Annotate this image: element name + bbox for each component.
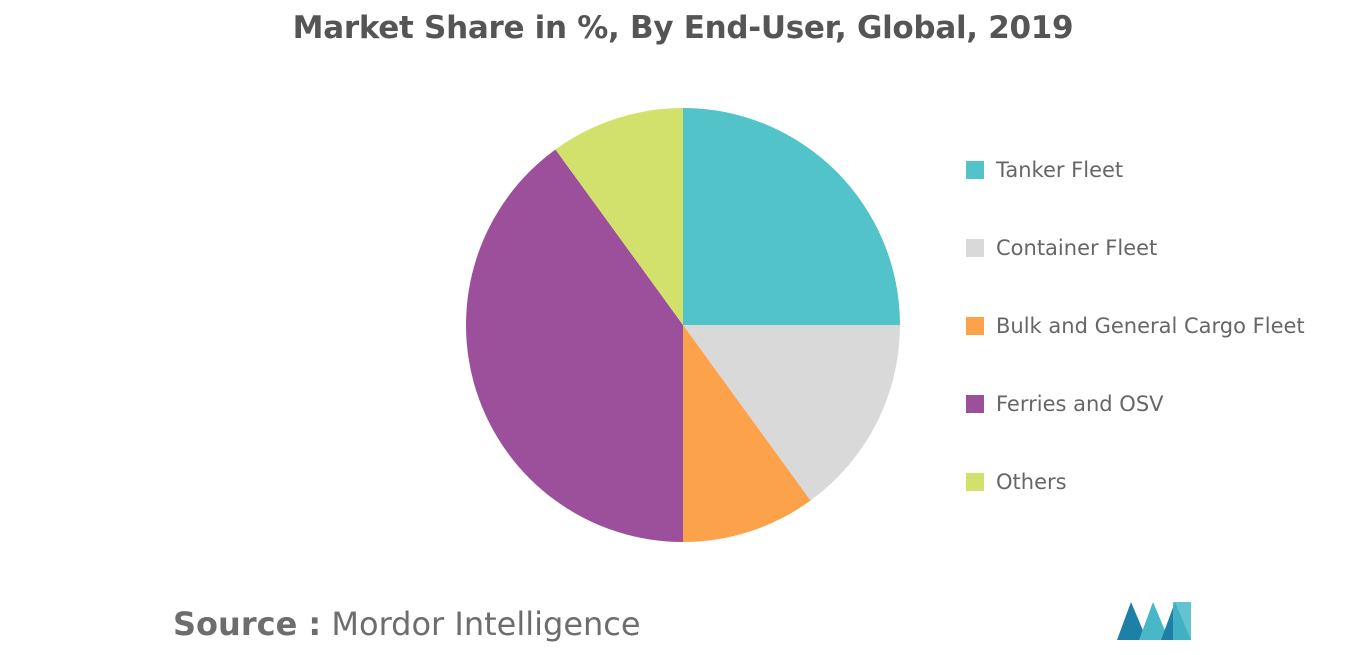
legend-swatch xyxy=(966,395,984,413)
legend-label: Bulk and General Cargo Fleet xyxy=(996,314,1305,338)
logo-shape-mid xyxy=(1139,602,1169,640)
legend-item: Bulk and General Cargo Fleet xyxy=(966,306,1305,346)
legend-label: Ferries and OSV xyxy=(996,392,1164,416)
legend-item: Ferries and OSV xyxy=(966,384,1164,424)
legend-item: Tanker Fleet xyxy=(966,150,1123,190)
pie-slice-container-fleet xyxy=(683,325,900,501)
source-prefix: Source : xyxy=(173,605,322,643)
logo-bar xyxy=(1173,602,1191,640)
legend-swatch xyxy=(966,239,984,257)
pie-slice-tanker-fleet xyxy=(683,108,900,325)
source-text: Mordor Intelligence xyxy=(331,605,641,643)
legend-swatch xyxy=(966,161,984,179)
mordor-intelligence-logo-icon xyxy=(1117,602,1191,640)
legend-label: Container Fleet xyxy=(996,236,1158,260)
legend-item: Container Fleet xyxy=(966,228,1157,268)
legend-label: Others xyxy=(996,470,1067,494)
legend-label: Tanker Fleet xyxy=(996,158,1124,182)
legend-item: Others xyxy=(966,462,1067,502)
chart-title: Market Share in %, By End-User, Global, … xyxy=(292,10,1074,46)
pie-slice-bulk-and-general-cargo-fleet xyxy=(683,325,811,542)
legend-swatch xyxy=(966,317,984,335)
source-note: Source : Mordor Intelligence xyxy=(173,605,641,643)
logo-shape-left xyxy=(1117,602,1147,640)
legend-swatch xyxy=(966,473,984,491)
pie-slice-others xyxy=(555,108,683,325)
pie-slice-ferries-and-osv xyxy=(465,149,683,542)
